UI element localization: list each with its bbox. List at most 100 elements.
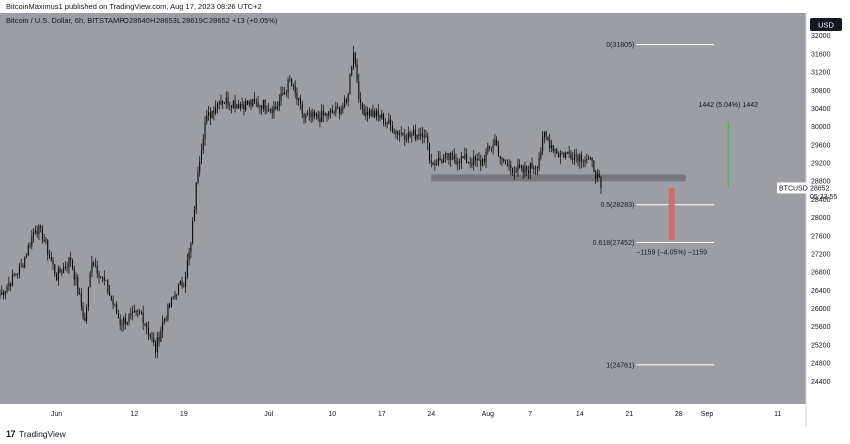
candle-body [15,275,17,277]
currency-button[interactable]: USD [810,18,842,31]
candle-body [158,337,160,342]
x-tick-label: 7 [528,411,532,418]
candle-body [48,254,50,258]
candle-body [202,139,204,150]
candle-body [446,153,448,154]
candle-body [570,154,572,159]
y-tick-label: 30800 [811,88,831,95]
candle-body [469,162,471,163]
candle-body [186,260,188,277]
candle-body [430,160,432,163]
candle-body [117,313,119,319]
candle-body [82,306,84,318]
candle-body [193,209,195,222]
candle-body [298,98,300,100]
candle-body [349,74,351,95]
candle-body [275,106,277,110]
candle-body [474,156,476,161]
y-tick-label: 28800 [811,179,831,186]
last-price-countdown: 05:33:55 [810,194,837,201]
candle-body [87,287,89,308]
candle-body [103,276,105,281]
candle-body [234,100,236,108]
candle-body [26,255,28,258]
candle-body [18,266,20,275]
candle-body [80,293,82,307]
high-label: H [150,16,155,25]
candle-body [183,286,185,288]
candle-body [379,114,381,119]
measure-down-bar [668,188,675,241]
candle-body [448,153,450,160]
btc-candlestick-chart[interactable]: 24400 24800 25200 25600 26000 26400 26800 27200… [0,13,850,427]
candle-body [542,136,544,152]
support-zone-layer [431,174,686,182]
candle-body [556,149,558,154]
candle-body [64,267,66,268]
time-axis-background [0,404,806,427]
candle-body [429,142,431,161]
candle-body [384,122,386,124]
candle-body [52,260,54,265]
candle-body [45,240,47,242]
candle-body [455,159,457,164]
candle-body [59,268,61,273]
candle-body [201,149,202,162]
candle-body [34,230,36,232]
candle-body [354,52,356,64]
y-tick-label: 26000 [811,306,831,313]
candle-body [347,94,349,103]
candle-body [172,297,174,299]
candle-body [229,105,231,107]
last-price-symbol-box [777,182,806,194]
candle-body [497,145,499,157]
candle-body [549,139,551,148]
candle-body [10,283,12,287]
candle-body [144,323,146,325]
fib-label-0.5: 0.5(28283) [600,202,634,209]
candle-body [591,157,593,161]
candle-body [517,164,519,171]
candle-body [135,311,137,312]
candle-body [550,145,552,148]
candle-body [40,226,42,228]
candle-body [563,153,565,158]
x-axis: Jun 12 19 Jul 10 17 24 Aug 7 14 21 28 Sep 11 [51,411,782,418]
candle-body [586,159,588,161]
candle-body [75,277,77,280]
candle-body [476,158,478,161]
candle-body [98,273,100,278]
candle-body [397,131,399,135]
y-tick-label: 29600 [811,142,831,149]
high-value: 28653 [156,16,177,25]
candle-body [250,101,252,106]
candle-body [102,276,104,278]
candle-body [139,311,141,313]
candle-body [482,159,484,166]
measure-up-label: 1442 (5.04%) 1442 [698,102,758,109]
candle-body [241,104,243,105]
candle-body [178,284,180,295]
candle-body [356,63,358,82]
candle-body [480,160,482,166]
candle-body [533,168,535,170]
candle-body [147,328,149,335]
candle-body [317,113,319,119]
candle-body [367,112,369,116]
candle-body [0,294,1,296]
candle-body [381,113,383,119]
candle-body [478,158,480,161]
candle-body [213,110,215,114]
candle-body [223,102,225,104]
candle-body [22,265,24,268]
candle-body [328,111,330,117]
candle-body [531,162,533,169]
candle-body [462,156,464,159]
candle-body [460,156,462,163]
candle-body [268,109,270,111]
candle-body [434,163,436,166]
candle-body [289,79,291,81]
candle-body [508,164,510,166]
candle-body [358,81,360,100]
plot-background [0,13,806,404]
